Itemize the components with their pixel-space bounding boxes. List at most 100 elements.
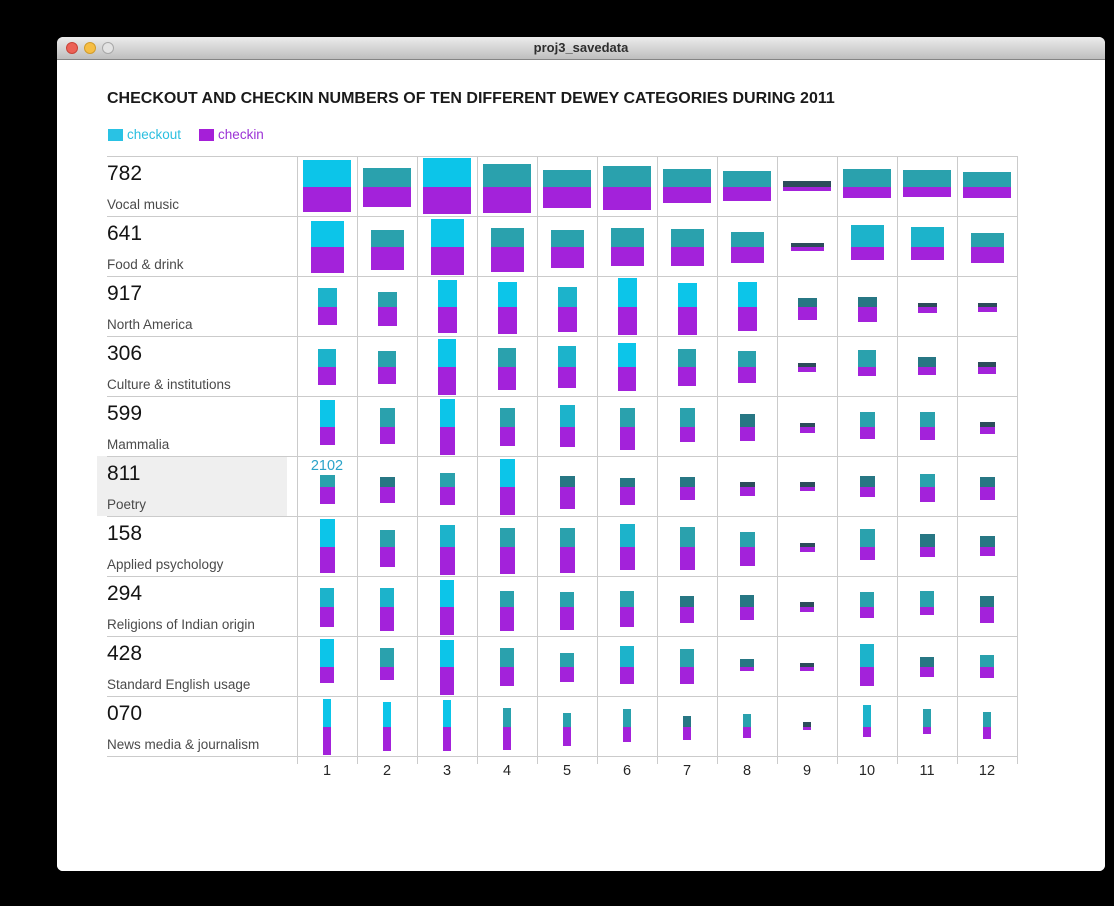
checkin-bar[interactable]	[800, 607, 814, 612]
checkin-bar[interactable]	[619, 487, 635, 505]
checkout-bar[interactable]	[603, 166, 651, 187]
checkin-bar[interactable]	[377, 307, 397, 326]
checkout-bar[interactable]	[798, 363, 816, 367]
checkin-bar[interactable]	[979, 427, 995, 434]
checkout-bar[interactable]	[979, 422, 995, 427]
checkin-bar[interactable]	[978, 367, 996, 374]
checkout-bar[interactable]	[738, 351, 756, 367]
checkout-bar[interactable]	[863, 705, 871, 727]
checkin-bar[interactable]	[739, 547, 755, 566]
checkout-bar[interactable]	[443, 700, 451, 727]
checkin-bar[interactable]	[903, 187, 951, 197]
checkin-bar[interactable]	[620, 667, 634, 684]
checkin-bar[interactable]	[497, 307, 517, 334]
checkin-bar[interactable]	[619, 427, 635, 450]
checkout-bar[interactable]	[740, 595, 754, 607]
checkin-bar[interactable]	[503, 727, 511, 750]
checkin-bar[interactable]	[858, 367, 876, 376]
checkin-bar[interactable]	[320, 607, 334, 627]
zoom-button[interactable]	[102, 42, 114, 54]
checkin-bar[interactable]	[558, 367, 576, 388]
checkin-bar[interactable]	[543, 187, 591, 208]
checkin-bar[interactable]	[917, 307, 937, 313]
checkin-bar[interactable]	[680, 667, 694, 684]
checkin-bar[interactable]	[439, 547, 455, 575]
checkin-bar[interactable]	[799, 547, 815, 552]
checkin-bar[interactable]	[680, 607, 694, 623]
checkout-bar[interactable]	[319, 475, 335, 487]
checkin-bar[interactable]	[920, 607, 934, 615]
checkin-bar[interactable]	[743, 727, 751, 738]
checkout-bar[interactable]	[623, 709, 631, 727]
checkin-bar[interactable]	[919, 487, 935, 502]
checkin-bar[interactable]	[738, 367, 756, 383]
checkout-bar[interactable]	[439, 525, 455, 547]
checkout-bar[interactable]	[619, 524, 635, 547]
checkin-bar[interactable]	[979, 487, 995, 500]
checkin-bar[interactable]	[859, 427, 875, 439]
checkin-bar[interactable]	[430, 247, 464, 275]
checkin-bar[interactable]	[919, 547, 935, 557]
checkin-bar[interactable]	[500, 667, 514, 686]
checkout-bar[interactable]	[797, 298, 817, 307]
checkout-bar[interactable]	[663, 169, 711, 187]
checkout-bar[interactable]	[620, 646, 634, 667]
checkin-bar[interactable]	[799, 427, 815, 433]
checkout-bar[interactable]	[983, 712, 991, 727]
checkout-bar[interactable]	[319, 519, 335, 547]
checkin-bar[interactable]	[670, 247, 704, 266]
checkout-bar[interactable]	[860, 592, 874, 607]
checkout-bar[interactable]	[859, 529, 875, 547]
checkout-bar[interactable]	[683, 716, 691, 727]
checkin-bar[interactable]	[550, 247, 584, 268]
checkin-bar[interactable]	[979, 547, 995, 556]
checkin-bar[interactable]	[560, 667, 574, 682]
checkout-bar[interactable]	[320, 639, 334, 667]
checkin-bar[interactable]	[437, 307, 457, 333]
checkin-bar[interactable]	[797, 307, 817, 320]
checkin-bar[interactable]	[730, 247, 764, 263]
checkout-bar[interactable]	[430, 219, 464, 247]
checkin-bar[interactable]	[800, 667, 814, 671]
checkin-bar[interactable]	[440, 607, 454, 635]
checkout-bar[interactable]	[310, 221, 344, 247]
checkout-bar[interactable]	[380, 648, 394, 667]
checkin-bar[interactable]	[850, 247, 884, 260]
checkin-bar[interactable]	[380, 607, 394, 631]
checkout-bar[interactable]	[800, 602, 814, 607]
checkout-bar[interactable]	[677, 283, 697, 307]
checkin-bar[interactable]	[563, 727, 571, 746]
checkout-bar[interactable]	[739, 532, 755, 547]
checkout-bar[interactable]	[980, 655, 994, 667]
checkout-bar[interactable]	[318, 349, 336, 367]
checkout-bar[interactable]	[678, 349, 696, 367]
minimize-button[interactable]	[84, 42, 96, 54]
checkin-bar[interactable]	[560, 607, 574, 630]
checkout-bar[interactable]	[860, 644, 874, 667]
checkout-bar[interactable]	[923, 709, 931, 727]
checkin-bar[interactable]	[623, 727, 631, 742]
checkout-bar[interactable]	[378, 351, 396, 367]
checkout-bar[interactable]	[739, 414, 755, 427]
checkout-bar[interactable]	[670, 229, 704, 247]
checkout-bar[interactable]	[918, 357, 936, 367]
checkin-bar[interactable]	[610, 247, 644, 266]
checkin-bar[interactable]	[663, 187, 711, 203]
checkout-bar[interactable]	[559, 405, 575, 427]
checkin-bar[interactable]	[723, 187, 771, 201]
checkout-bar[interactable]	[843, 169, 891, 187]
checkout-bar[interactable]	[319, 400, 335, 427]
checkout-bar[interactable]	[737, 282, 757, 307]
checkin-bar[interactable]	[980, 667, 994, 678]
checkin-bar[interactable]	[320, 667, 334, 683]
checkin-bar[interactable]	[438, 367, 456, 395]
checkout-bar[interactable]	[980, 596, 994, 607]
checkout-bar[interactable]	[379, 477, 395, 487]
checkin-bar[interactable]	[443, 727, 451, 751]
checkin-bar[interactable]	[739, 487, 755, 496]
checkin-bar[interactable]	[439, 487, 455, 505]
checkin-bar[interactable]	[679, 427, 695, 442]
checkout-bar[interactable]	[803, 722, 811, 727]
checkin-bar[interactable]	[303, 187, 351, 212]
checkout-bar[interactable]	[903, 170, 951, 187]
